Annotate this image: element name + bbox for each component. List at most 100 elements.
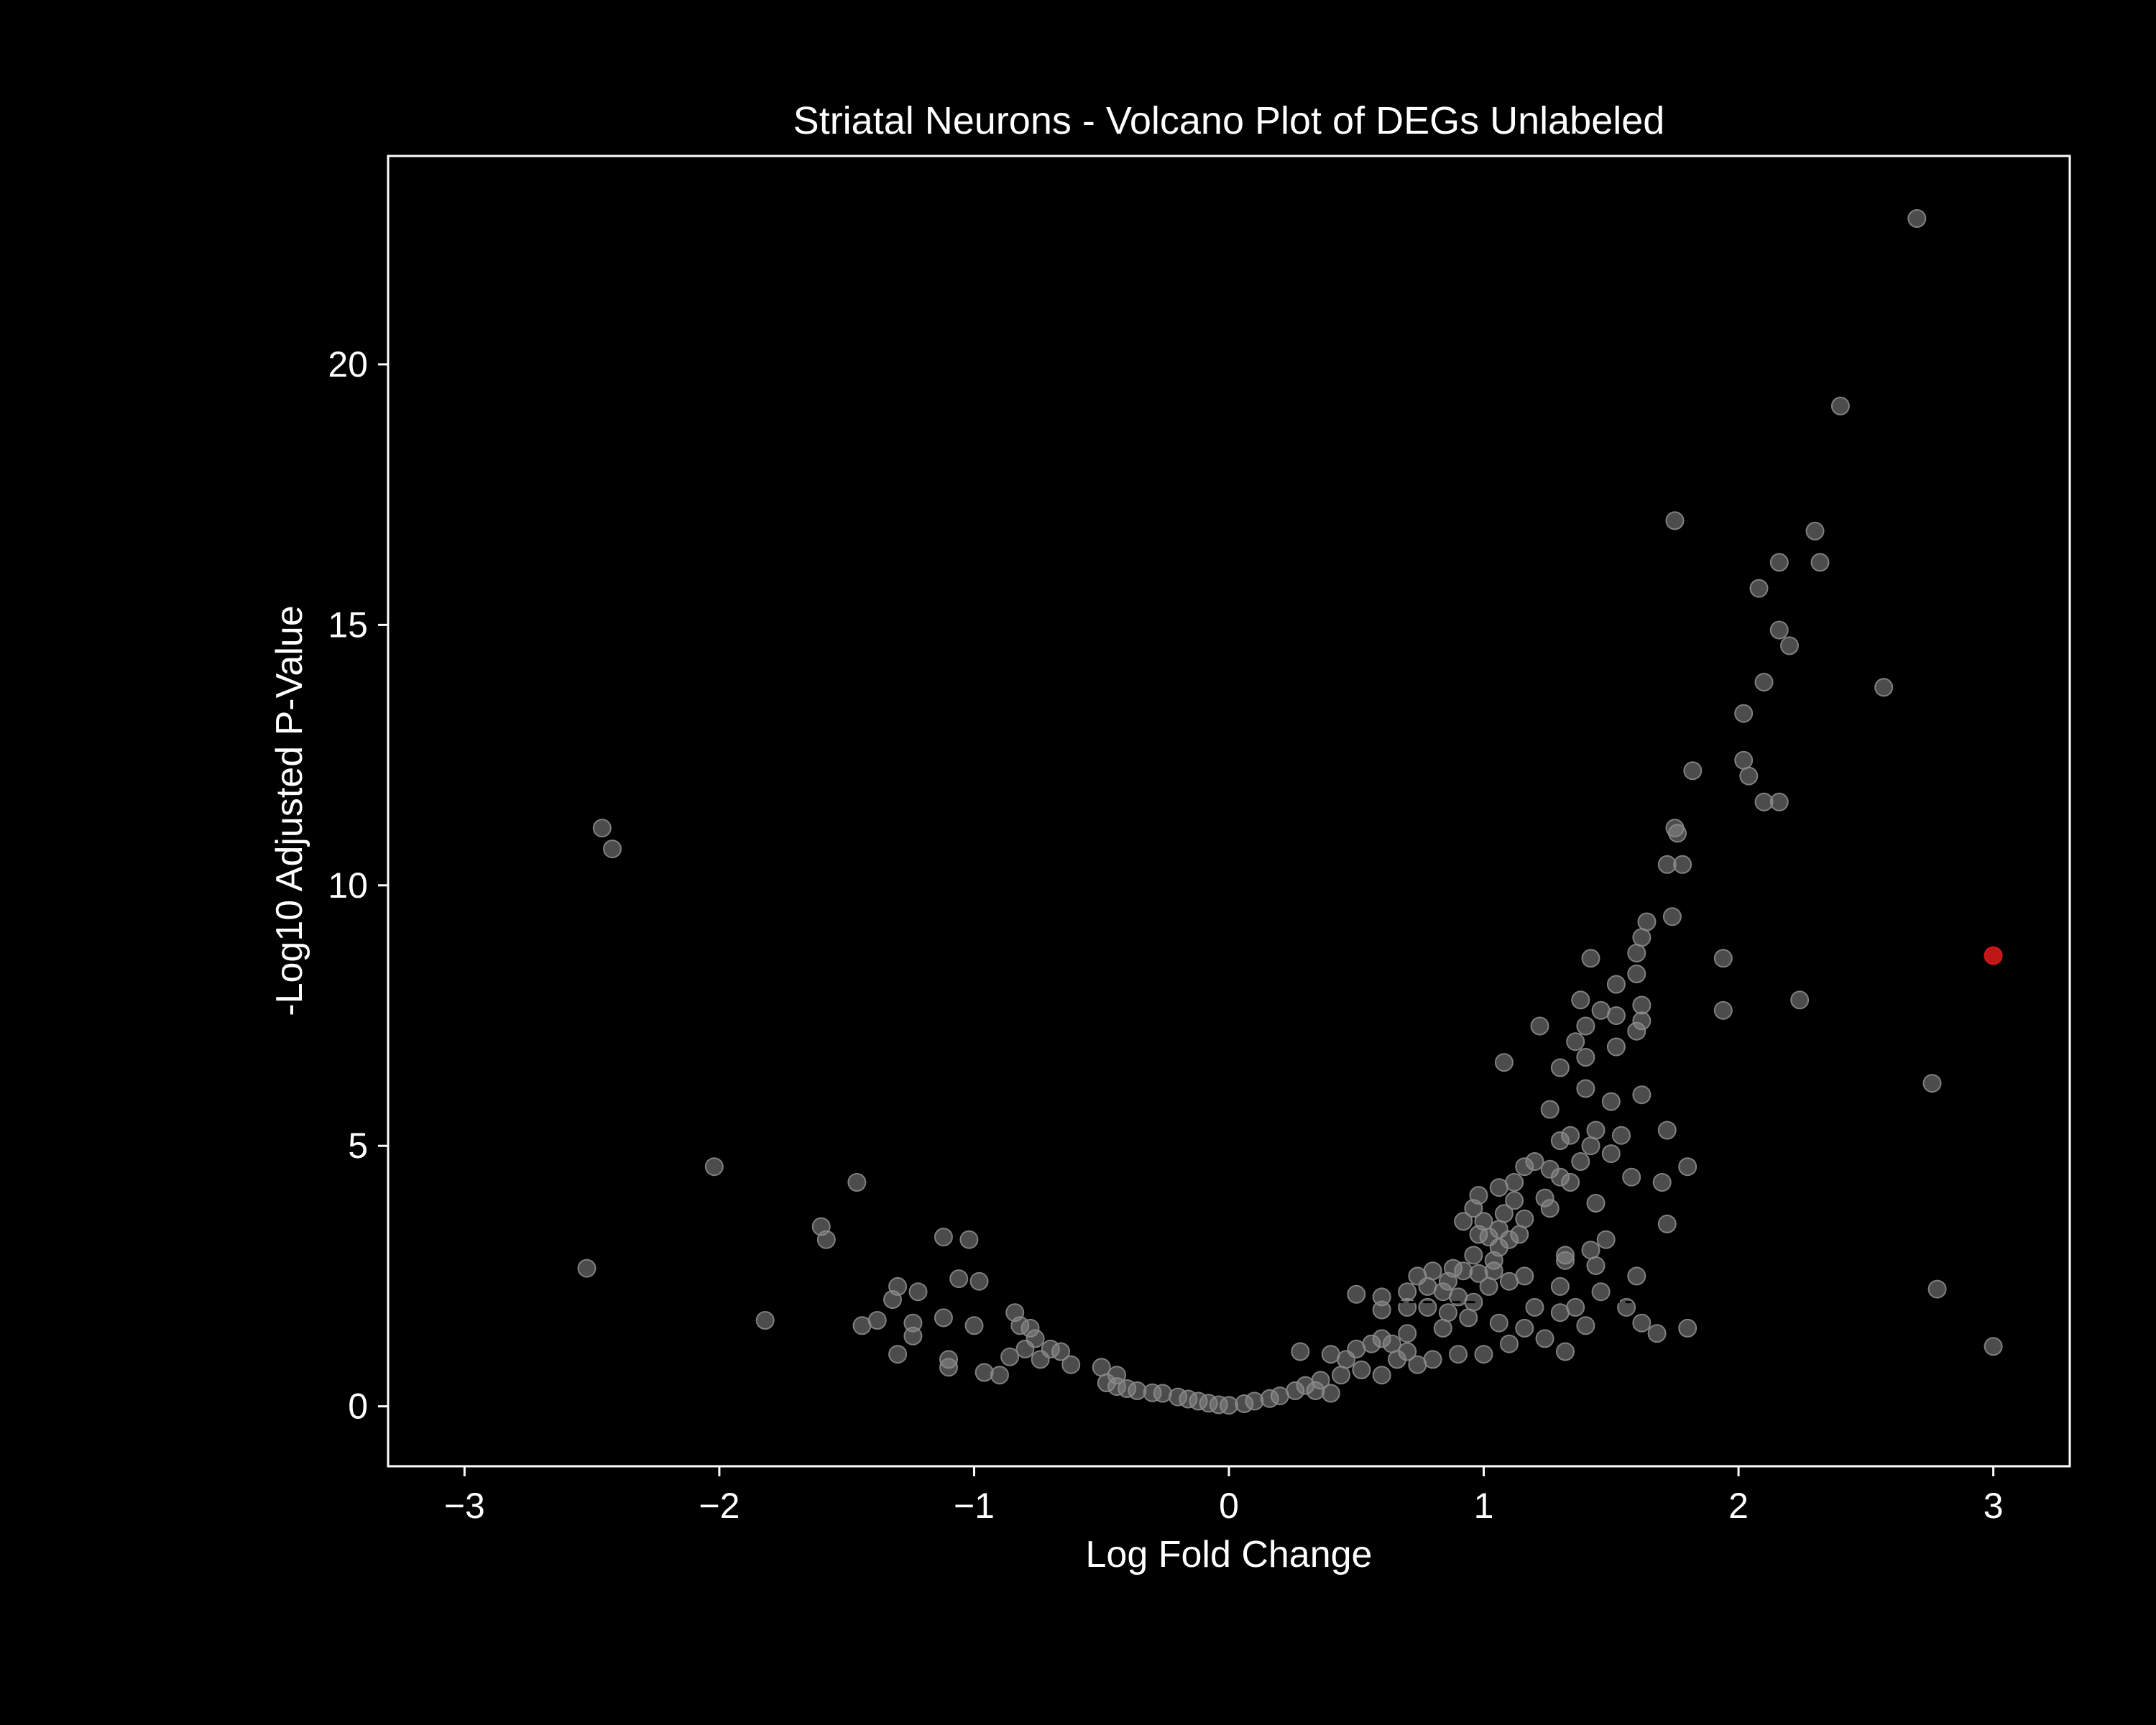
not-significant-point-45	[1576, 1079, 1595, 1098]
not-significant-point-25	[1713, 949, 1733, 968]
not-significant-point-20	[1673, 855, 1692, 874]
not-significant-point-127	[1500, 1334, 1519, 1353]
not-significant-point-91	[1484, 1261, 1503, 1281]
not-significant-point-12	[1734, 750, 1754, 770]
not-significant-point-36	[1576, 1016, 1595, 1036]
y-axis: 0 5 10 15 20	[328, 344, 388, 1427]
not-significant-point-129	[1474, 1345, 1493, 1364]
not-significant-point-184	[939, 1358, 958, 1377]
not-significant-point-42	[1550, 1058, 1570, 1077]
not-significant-point-40	[1606, 1037, 1626, 1057]
not-significant-point-141	[1337, 1350, 1356, 1369]
x-tick-label-1: −2	[699, 1486, 740, 1526]
x-tick-label-2: −1	[954, 1486, 995, 1526]
points-layer	[577, 209, 2003, 1415]
not-significant-point-163	[1143, 1383, 1162, 1402]
not-significant-point-44	[1922, 1074, 1942, 1093]
not-significant-point-169	[1107, 1366, 1126, 1385]
not-significant-point-37	[1627, 1021, 1646, 1041]
not-significant-point-22	[1637, 912, 1657, 932]
not-significant-point-120	[1632, 1313, 1651, 1333]
not-significant-point-63	[1652, 1173, 1672, 1192]
not-significant-point-119	[1576, 1316, 1595, 1335]
x-tick-label-5: 2	[1728, 1486, 1749, 1526]
not-significant-point-39	[1566, 1032, 1585, 1052]
y-tick-label-3: 15	[328, 604, 368, 645]
x-tick-label-0: −3	[444, 1486, 485, 1526]
not-significant-point-124	[1489, 1313, 1508, 1333]
not-significant-point-27	[1627, 965, 1646, 983]
not-significant-point-7	[1769, 620, 1789, 640]
not-significant-point-130	[1449, 1345, 1468, 1364]
x-tick-label-6: 3	[1984, 1486, 2004, 1526]
not-significant-point-50	[1586, 1121, 1606, 1140]
not-significant-point-69	[1505, 1191, 1524, 1210]
not-significant-point-135	[1382, 1334, 1401, 1353]
not-significant-point-138	[1433, 1318, 1452, 1338]
not-significant-point-66	[1489, 1178, 1508, 1197]
not-significant-point-97	[1550, 1276, 1570, 1296]
not-significant-point-199	[816, 1230, 836, 1249]
not-significant-point-179	[1021, 1318, 1040, 1338]
x-axis: −3 −2 −1 0 1 2 3	[444, 1466, 2004, 1526]
y-tick-label-4: 20	[328, 344, 368, 385]
not-significant-point-207	[1984, 1337, 2003, 1356]
not-significant-point-132	[1408, 1355, 1427, 1374]
not-significant-point-182	[964, 1316, 984, 1335]
x-tick-label-4: 1	[1474, 1486, 1494, 1526]
y-axis-label: -Log10 Adjusted P-Value	[269, 605, 310, 1016]
not-significant-point-161	[1169, 1387, 1188, 1407]
not-significant-point-0	[1907, 209, 1927, 228]
not-significant-point-203	[577, 1259, 596, 1278]
not-significant-point-128	[1556, 1342, 1575, 1361]
not-significant-point-96	[1515, 1266, 1534, 1286]
not-significant-point-3	[1805, 521, 1825, 540]
chart-title: Striatal Neurons - Volcano Plot of DEGs …	[793, 99, 1665, 142]
not-significant-point-181	[975, 1363, 994, 1382]
not-significant-point-200	[847, 1173, 867, 1192]
not-significant-point-206	[1927, 1279, 1947, 1299]
y-tick-label-1: 5	[348, 1126, 368, 1166]
not-significant-point-122	[1647, 1324, 1667, 1343]
y-tick-label-0: 0	[348, 1386, 368, 1427]
not-significant-point-24	[1627, 944, 1646, 962]
not-significant-point-205	[603, 840, 622, 859]
not-significant-point-172	[1051, 1342, 1070, 1361]
not-significant-point-190	[908, 1282, 928, 1302]
not-significant-point-26	[1581, 949, 1600, 968]
not-significant-point-142	[1398, 1342, 1417, 1361]
not-significant-point-201	[755, 1311, 775, 1330]
not-significant-point-52	[1612, 1126, 1631, 1145]
not-significant-point-173	[1031, 1350, 1050, 1369]
not-significant-point-85	[1581, 1241, 1600, 1260]
not-significant-point-1	[1830, 396, 1850, 415]
not-significant-point-87	[1464, 1246, 1483, 1265]
not-significant-point-54	[1581, 1136, 1600, 1156]
not-significant-point-30	[1713, 1000, 1733, 1020]
not-significant-point-193	[883, 1290, 902, 1309]
not-significant-point-47	[1601, 1092, 1621, 1111]
not-significant-point-9	[1754, 673, 1774, 692]
not-significant-point-31	[1571, 990, 1590, 1010]
x-axis-label: Log Fold Change	[1086, 1534, 1373, 1576]
not-significant-point-62	[1622, 1167, 1641, 1187]
not-significant-point-23	[1632, 928, 1651, 947]
not-significant-point-11	[1734, 704, 1754, 723]
not-significant-point-143	[1372, 1366, 1391, 1385]
not-significant-point-188	[934, 1228, 953, 1247]
not-significant-point-57	[1571, 1152, 1590, 1171]
not-significant-point-28	[1606, 975, 1626, 994]
not-significant-point-94	[1469, 1264, 1488, 1283]
not-significant-point-48	[1540, 1100, 1560, 1119]
not-significant-point-34	[1632, 995, 1651, 1015]
not-significant-point-126	[1535, 1329, 1554, 1348]
not-significant-point-186	[969, 1271, 989, 1291]
y-tick-label-2: 10	[328, 865, 368, 906]
not-significant-point-55	[1601, 1144, 1621, 1164]
not-significant-point-83	[1596, 1230, 1616, 1249]
not-significant-point-155	[1235, 1394, 1254, 1413]
not-significant-point-204	[592, 819, 612, 838]
not-significant-point-72	[1464, 1199, 1483, 1218]
